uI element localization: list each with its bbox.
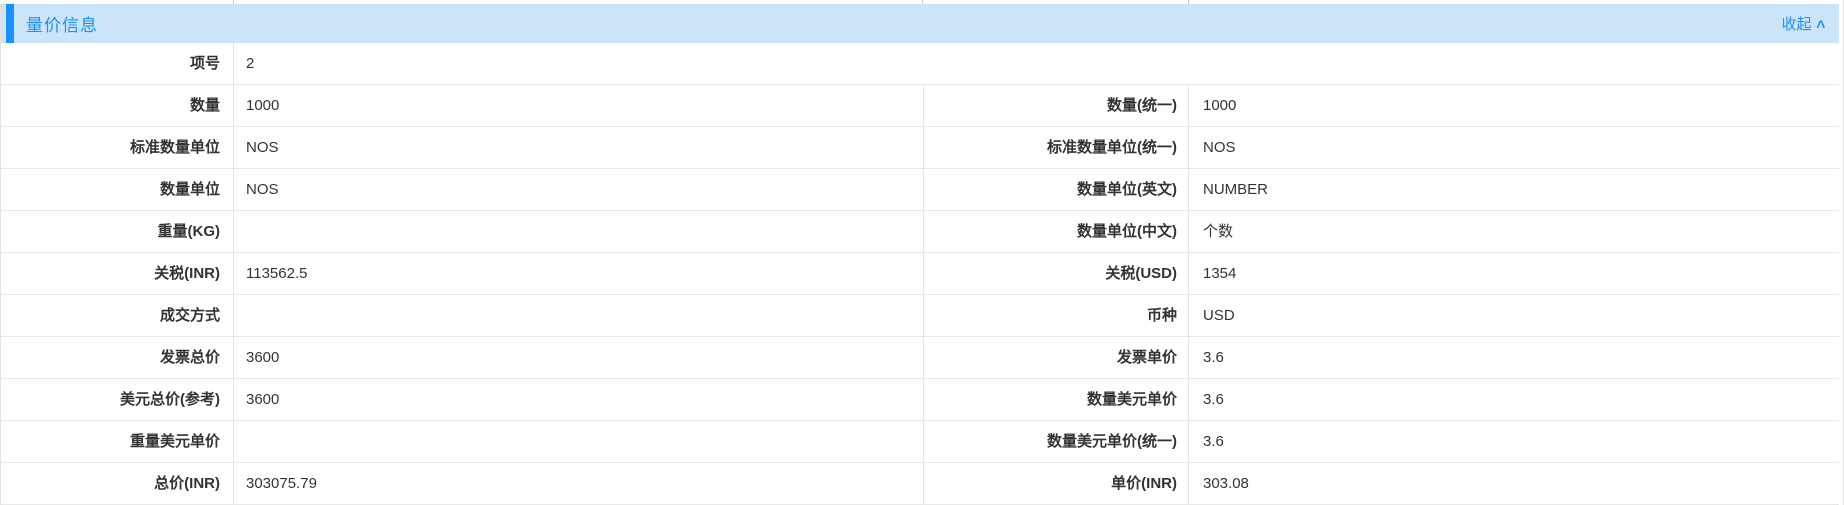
field-value-right: 3.6 <box>1203 433 1224 450</box>
panel-header: 量价信息 收起 ∧ <box>1 4 1839 43</box>
field-label-left: 重量(KG) <box>1 211 234 252</box>
field-value-left: 1000 <box>234 85 924 126</box>
field-label-left: 美元总价(参考) <box>1 379 234 420</box>
table-row: 总价(INR) 303075.79 单价(INR) 303.08 <box>1 463 1839 505</box>
field-value-left: 303075.79 <box>234 463 924 504</box>
table-row: 美元总价(参考) 3600 数量美元单价 3.6 <box>1 379 1839 421</box>
field-label-right: 标准数量单位(统一) <box>924 127 1189 168</box>
field-value-left: 113562.5 <box>234 253 924 294</box>
table-row: 数量单位 NOS 数量单位(英文) NUMBER <box>1 169 1839 211</box>
field-value-left: 3600 <box>234 379 924 420</box>
field-value-right: 303.08 <box>1203 475 1249 492</box>
table-row: 重量美元单价 数量美元单价(统一) 3.6 <box>1 421 1839 463</box>
collapse-label: 收起 <box>1781 16 1812 33</box>
field-label-left: 标准数量单位 <box>1 127 234 168</box>
table-row: 成交方式 币种 USD <box>1 295 1839 337</box>
field-label-right: 数量单位(中文) <box>924 211 1189 252</box>
table-row: 发票总价 3600 发票单价 3.6 <box>1 337 1839 379</box>
field-label-right: 币种 <box>924 295 1189 336</box>
field-value-right: 3.6 <box>1203 349 1224 366</box>
field-value-left <box>234 211 924 252</box>
field-label-left: 项号 <box>1 43 234 84</box>
field-value-left: NOS <box>234 127 924 168</box>
table-row: 数量 1000 数量(统一) 1000 <box>1 85 1839 127</box>
field-value-right: NUMBER <box>1203 181 1269 198</box>
field-value-right: NOS <box>1203 139 1236 156</box>
accent-bar <box>6 4 14 43</box>
field-label-left: 数量单位 <box>1 169 234 210</box>
previous-section-bottom-edge <box>0 0 1844 4</box>
field-label-left: 成交方式 <box>1 295 234 336</box>
field-label-right: 关税(USD) <box>924 253 1189 294</box>
field-label-right: 发票单价 <box>924 337 1189 378</box>
column-divider-stub <box>922 0 923 4</box>
field-value-left: NOS <box>234 169 924 210</box>
field-label-right: 单价(INR) <box>924 463 1189 504</box>
field-value-left <box>234 421 924 462</box>
collapse-button[interactable]: 收起 ∧ <box>1781 13 1828 34</box>
quantity-price-info-panel: 量价信息 收起 ∧ 项号 2 数量 1000 数量(统一) 1000 标准数量单… <box>0 4 1839 505</box>
field-value-right: 1000 <box>1203 97 1237 114</box>
table-row: 标准数量单位 NOS 标准数量单位(统一) NOS <box>1 127 1839 169</box>
field-value-right: USD <box>1203 307 1235 324</box>
fields-table: 项号 2 数量 1000 数量(统一) 1000 标准数量单位 NOS 标准数量… <box>1 43 1839 505</box>
column-divider-stub <box>233 0 234 4</box>
panel-title: 量价信息 <box>26 16 98 35</box>
table-row: 项号 2 <box>1 43 1839 85</box>
collapse-chevron-up-icon: ∧ <box>1814 16 1828 31</box>
field-label-left: 数量 <box>1 85 234 126</box>
field-value-right: 3.6 <box>1203 391 1224 408</box>
table-row: 关税(INR) 113562.5 关税(USD) 1354 <box>1 253 1839 295</box>
column-divider-stub <box>1188 0 1189 4</box>
field-label-right: 数量单位(英文) <box>924 169 1189 210</box>
field-label-right: 数量美元单价(统一) <box>924 421 1189 462</box>
field-value-left: 3600 <box>234 337 924 378</box>
field-value-right: 1354 <box>1203 265 1237 282</box>
field-label-right: 数量美元单价 <box>924 379 1189 420</box>
field-value-left: 2 <box>246 55 255 72</box>
field-label-left: 重量美元单价 <box>1 421 234 462</box>
field-label-left: 总价(INR) <box>1 463 234 504</box>
table-row: 重量(KG) 数量单位(中文) 个数 <box>1 211 1839 253</box>
field-value-right: 个数 <box>1203 223 1234 240</box>
field-label-left: 发票总价 <box>1 337 234 378</box>
field-value-left <box>234 295 924 336</box>
field-label-right: 数量(统一) <box>924 85 1189 126</box>
field-label-left: 关税(INR) <box>1 253 234 294</box>
